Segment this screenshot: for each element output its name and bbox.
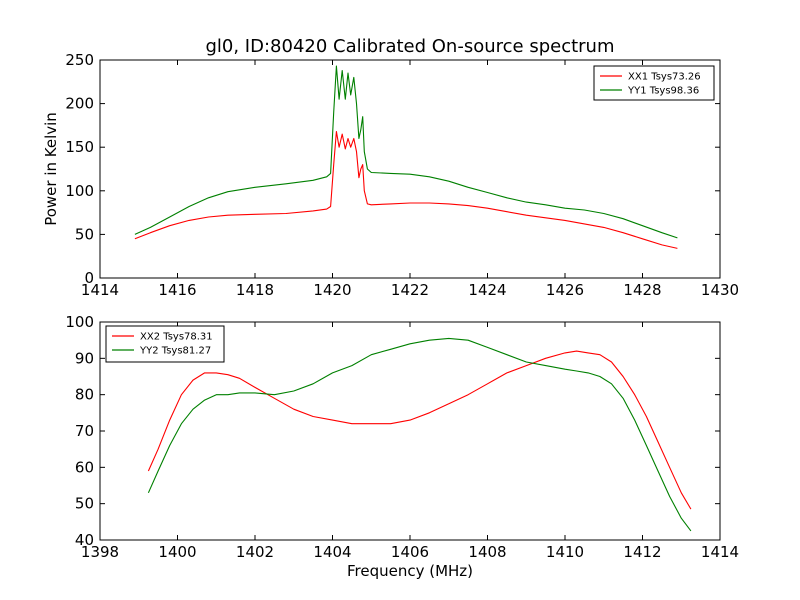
y-tick-label: 90 [75, 349, 94, 367]
y-tick-label: 50 [75, 225, 94, 243]
x-tick-label: 1430 [701, 281, 739, 299]
x-tick-label: 1398 [81, 543, 119, 561]
x-tick-label: 1414 [81, 281, 119, 299]
y-tick-label: 250 [65, 51, 94, 69]
y-tick-label: 150 [65, 138, 94, 156]
x-axis-label: Frequency (MHz) [347, 562, 473, 580]
legend-label-1: XX2 Tsys78.31 [140, 332, 213, 343]
legend-box [105, 325, 225, 363]
x-tick-label: 1410 [546, 543, 584, 561]
legend-label-2: YY2 Tsys81.27 [139, 346, 211, 357]
legend: XX1 Tsys73.26 YY1 Tsys98.36 [593, 65, 715, 101]
y-tick-label: 50 [75, 495, 94, 513]
x-tick-label: 1416 [158, 281, 196, 299]
series-line-2 [134, 65, 678, 239]
x-tick-label: 1404 [313, 543, 351, 561]
series-line-2 [147, 337, 692, 532]
x-tick-label: 1406 [391, 543, 429, 561]
x-tick-label: 1428 [623, 281, 661, 299]
y-tick-label: 60 [75, 458, 94, 476]
chart-2: 1398 1400 1402 1404 1406 1408 1410 1412 1414 40 50… [65, 313, 739, 580]
x-tick-label: 1402 [236, 543, 274, 561]
legend-box [593, 65, 715, 101]
y-axis-label: Power in Kelvin [42, 112, 60, 226]
y-tick-label: 100 [65, 182, 94, 200]
y-tick-label: 80 [75, 386, 94, 404]
chart-1: 1414 1416 1418 1420 1422 1424 1426 1428 1430 0 50 1… [42, 36, 739, 299]
x-tick-label: 1424 [468, 281, 506, 299]
chart-title: gl0, ID:80420 Calibrated On-source spect… [205, 36, 614, 57]
x-tick-label: 1414 [701, 543, 739, 561]
series-line-1 [134, 130, 678, 249]
y-tick-label: 100 [65, 313, 94, 331]
x-tick-label: 1422 [391, 281, 429, 299]
x-tick-label: 1408 [468, 543, 506, 561]
x-tick-label: 1400 [158, 543, 196, 561]
y-tick-label: 200 [65, 95, 94, 113]
x-tick-label: 1412 [623, 543, 661, 561]
x-tick-label: 1420 [313, 281, 351, 299]
legend: XX2 Tsys78.31 YY2 Tsys81.27 [105, 325, 225, 363]
legend-label-1: XX1 Tsys73.26 [628, 72, 701, 83]
series-line-1 [147, 350, 692, 510]
y-tick-label: 0 [84, 269, 94, 287]
legend-label-2: YY1 Tsys98.36 [627, 86, 699, 97]
y-tick-label: 70 [75, 422, 94, 440]
y-tick-label: 40 [75, 531, 94, 549]
x-tick-label: 1426 [546, 281, 584, 299]
x-tick-label: 1418 [236, 281, 274, 299]
